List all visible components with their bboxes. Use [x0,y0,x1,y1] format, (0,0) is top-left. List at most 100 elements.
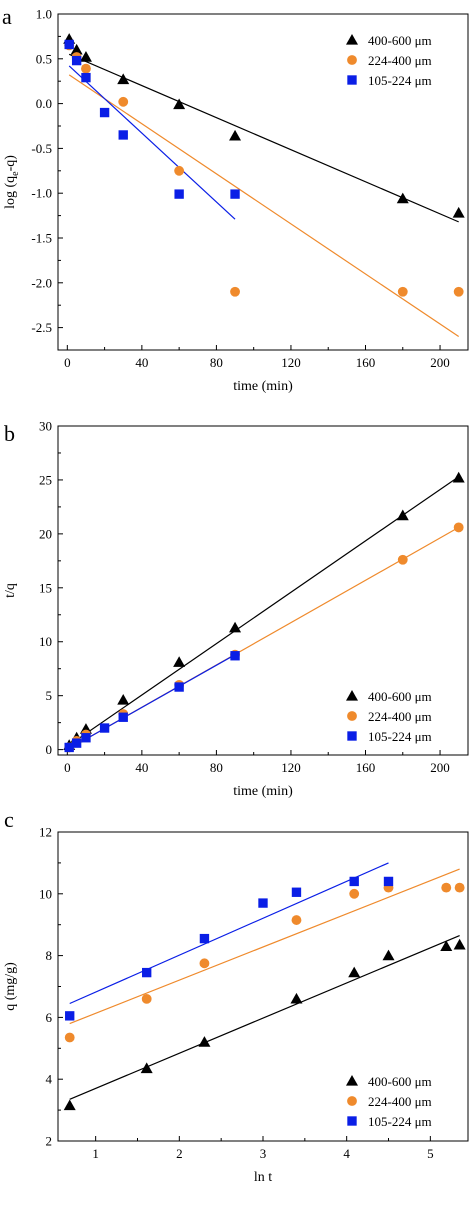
data-point [453,522,464,533]
data-point [453,286,464,297]
legend: 400-600 μm 224-400 μm 105-224 μm [346,33,432,88]
data-point [453,938,466,950]
legend-marker [347,55,357,65]
x-tick-label: 1 [92,1146,99,1161]
data-point [174,189,184,199]
legend-marker [347,731,357,741]
x-axis-label: time (min) [233,784,293,799]
data-point [383,876,394,887]
data-point [118,130,128,140]
y-tick-label: 0 [46,742,53,757]
fit-line [69,934,460,1100]
data-point [290,992,303,1004]
fit-line [68,65,236,220]
x-tick-label: 2 [176,1146,183,1161]
y-tick-label: -2.5 [31,320,52,335]
legend-label: 105-224 μm [368,73,432,88]
y-tick-label: 0.0 [36,96,52,111]
x-axis-label: time (min) [233,379,293,394]
x-tick-label: 40 [135,355,148,370]
data-point [118,712,128,722]
data-point [70,43,83,55]
data-point [65,1011,75,1021]
y-tick-label: 8 [46,948,53,963]
data-point [349,876,359,887]
data-point [230,189,240,199]
legend-marker [346,34,358,45]
data-point [229,621,242,633]
y-tick-label: -2.0 [31,275,52,290]
plot-frame [57,425,469,756]
series [64,39,240,199]
plot-frame [57,13,469,351]
fit-line [67,654,236,751]
x-tick-label: 200 [430,355,450,370]
data-point [173,656,186,667]
x-tick-label: 4 [343,1146,350,1161]
y-tick-label: 30 [39,419,52,434]
y-tick-label: -1.5 [31,231,52,246]
legend-label: 400-600 μm [368,1074,432,1089]
x-tick-label: 3 [260,1146,267,1161]
data-point [99,107,110,118]
data-point [173,98,186,110]
data-point [396,192,409,204]
x-tick-label: 5 [427,1146,434,1161]
legend-label: 105-224 μm [368,729,432,744]
legend-label: 224-400 μm [368,709,432,724]
x-axis-label: ln t [254,1170,272,1185]
y-axis-label: log (qe-q) [3,155,21,209]
data-point [117,73,130,85]
data-point [64,1032,75,1043]
y-tick-label: 12 [39,825,52,840]
data-point [452,471,465,483]
data-point [142,967,152,978]
x-tick-label: 80 [210,760,223,775]
data-point [397,286,408,297]
data-point [140,1062,153,1074]
legend-marker [346,690,358,701]
data-point [71,738,82,748]
data-point [454,882,465,893]
data-point [348,966,361,978]
x-tick-label: 120 [281,760,301,775]
data-point [198,1036,211,1047]
x-tick-label: 120 [281,355,301,370]
data-point [291,887,302,897]
data-point [118,96,129,107]
legend-label: 224-400 μm [368,1094,432,1109]
legend-marker [347,1116,357,1126]
y-tick-label: 25 [39,472,52,487]
data-point [349,888,360,899]
legend-marker [347,75,357,85]
data-point [81,72,91,83]
fit-line [68,74,460,338]
data-point [396,509,409,521]
series [64,651,240,753]
legend-label: 400-600 μm [368,689,432,704]
legend-label: 400-600 μm [368,33,432,48]
x-tick-label: 160 [356,355,376,370]
y-tick-label: 10 [39,886,52,901]
data-point [258,898,268,908]
data-point [230,286,240,297]
legend-marker [347,1096,357,1106]
chart-panel-b: b 0 40 80 120 160 200 0 5 10 15 20 25 30 time (min) t/q… [3,419,469,799]
legend-label: 224-400 μm [368,53,432,68]
data-point [441,882,452,893]
data-point [452,206,465,218]
y-axis-label: t/q [3,583,18,598]
y-tick-label: 2 [46,1134,53,1149]
series [65,876,394,1021]
data-point [117,693,130,705]
x-tick-label: 0 [64,355,71,370]
data-point [291,915,302,925]
data-point [71,55,82,66]
y-tick-label: 1.0 [36,7,52,22]
x-tick-label: 160 [356,760,376,775]
y-tick-label: 20 [39,526,52,541]
y-tick-label: 5 [46,688,53,703]
x-tick-label: 40 [135,760,148,775]
